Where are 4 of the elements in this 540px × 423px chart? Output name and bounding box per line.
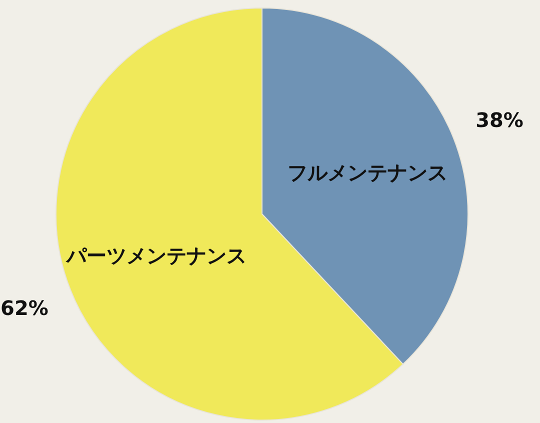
data-label: 62% <box>0 296 48 320</box>
slice-label: フルメンテナンス <box>287 160 448 184</box>
data-label: 38% <box>476 108 524 132</box>
slice-label: パーツメンテナンス <box>66 244 247 268</box>
